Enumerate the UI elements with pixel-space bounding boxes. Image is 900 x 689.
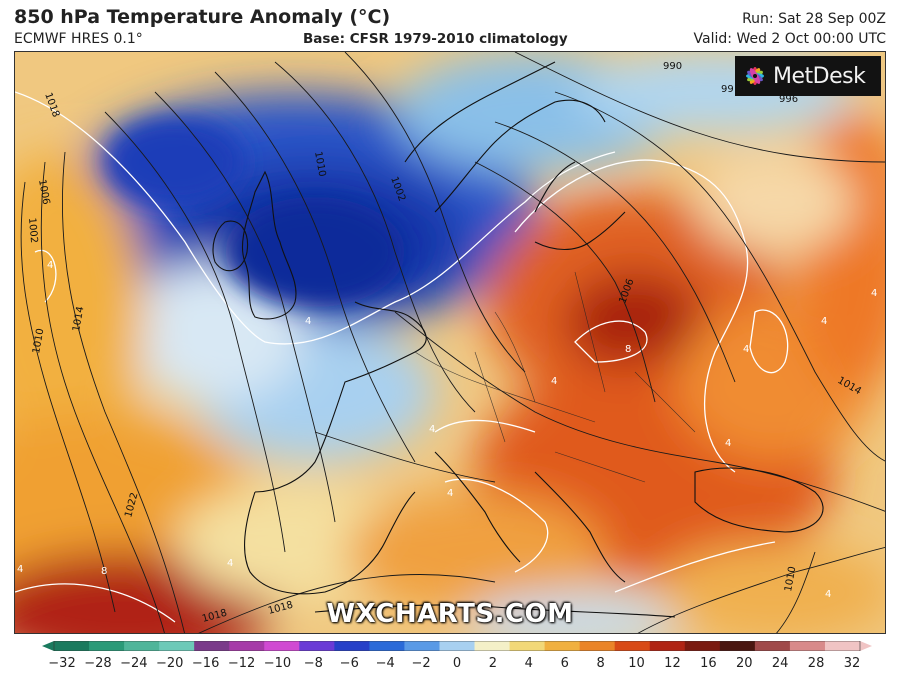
colorbar-tick-label: −32: [48, 656, 76, 671]
colorbar-tick-label: −2: [411, 656, 431, 671]
colorbar-tick-label: 20: [735, 656, 753, 671]
colorbar-cell: [509, 641, 546, 651]
isobar-label: 1002: [26, 217, 39, 243]
coastlines: [212, 61, 824, 618]
isobar-label: 1010: [31, 328, 46, 355]
anomaly-label: 4: [871, 288, 877, 299]
colorbar-cell: [124, 641, 160, 651]
run-time: Run: Sat 28 Sep 00Z: [742, 11, 886, 27]
colorbar-cell: [299, 641, 335, 651]
anomaly-label: 8: [625, 344, 631, 355]
isobar-label: 1006: [36, 179, 51, 206]
anomaly-label: 4: [825, 589, 831, 600]
anomaly-map[interactable]: 1018 1006 1002 1010 1014 1010 1022 1010 …: [14, 51, 886, 634]
colorbar-cell: [264, 641, 300, 651]
isobar-label: 990: [663, 61, 682, 72]
colorbar-cell: [824, 641, 861, 651]
colorbar-tick-label: 28: [807, 656, 825, 671]
colorbar: [42, 641, 872, 651]
colorbar-cell: [404, 641, 440, 651]
colorbar-cell: [474, 641, 511, 651]
base-climatology: Base: CFSR 1979-2010 climatology: [303, 31, 568, 47]
metdesk-logo-icon: [746, 67, 764, 85]
anomaly-label: 4: [429, 424, 435, 435]
colorbar-cell: [159, 641, 195, 651]
isobar-label: 1010: [312, 151, 327, 178]
colorbar-tick-label: −28: [84, 656, 112, 671]
anomaly-label: 4: [821, 316, 827, 327]
colorbar-outline: [53, 641, 861, 651]
colorbar-tick-label: −10: [263, 656, 292, 671]
colorbar-tick-label: 2: [488, 656, 498, 671]
borders: [414, 271, 696, 483]
colorbar-cell: [334, 641, 370, 651]
map-canvas: 1018 1006 1002 1010 1014 1010 1022 1010 …: [15, 52, 885, 633]
valid-time: Valid: Wed 2 Oct 00:00 UTC: [693, 31, 886, 47]
colorbar-cell: [579, 641, 616, 651]
colorbar-cell: [229, 641, 265, 651]
colorbar-cell: [789, 641, 826, 651]
colorbar-tick-label: −12: [227, 656, 256, 671]
colorbar-tick-label: −24: [120, 656, 148, 671]
colorbar-cell: [649, 641, 686, 651]
colorbar-tick-label: 10: [628, 656, 645, 671]
anomaly-labels: 4 4 8 4 4 4 4 4 4 4 4 4 4 4 8: [17, 260, 877, 600]
anomaly-label: 4: [227, 558, 233, 569]
anomaly-contours: [15, 91, 789, 623]
anomaly-label: 4: [17, 564, 23, 575]
colorbar-tick-label: 8: [596, 656, 605, 671]
colorbar-right-arrow: [860, 641, 872, 651]
isobar-label: 99: [721, 84, 734, 95]
metdesk-logo: MetDesk: [735, 56, 881, 96]
colorbar-cell: [439, 641, 476, 651]
colorbar-tick-label: −8: [303, 656, 323, 671]
colorbar-cell: [54, 641, 90, 651]
anomaly-label: 4: [447, 488, 453, 499]
colorbar-tick-label: 12: [664, 656, 681, 671]
colorbar-left-arrow: [42, 641, 54, 651]
colorbar-cell: [754, 641, 791, 651]
colorbar-cell: [544, 641, 581, 651]
model-label: ECMWF HRES 0.1°: [14, 31, 143, 47]
colorbar-tick-label: 16: [700, 656, 717, 671]
anomaly-label: 8: [101, 566, 107, 577]
colorbar-tick-label: −16: [191, 656, 220, 671]
isobar-label: 996: [779, 94, 798, 105]
colorbar-tick-label: −4: [375, 656, 395, 671]
isobars: [20, 52, 885, 633]
isobar-label: 1014: [71, 306, 86, 333]
colorbar-tick-label: 32: [843, 656, 861, 671]
colorbar-tick-label: 24: [771, 656, 789, 671]
anomaly-label: 4: [305, 316, 311, 327]
colorbar-cell: [614, 641, 651, 651]
colorbar-cell: [369, 641, 405, 651]
colorbar-tick-label: −20: [156, 656, 184, 671]
colorbar-tick-label: 6: [560, 656, 569, 671]
colorbar-cell: [194, 641, 230, 651]
colorbar-cell: [684, 641, 721, 651]
colorbar-ticks: −32 −28 −24 −20 −16 −12 −10 −8 −6 −4 −2 0 2 4 6 8 10 12 16…: [42, 656, 872, 676]
colorbar-cell: [719, 641, 756, 651]
anomaly-label: 4: [47, 260, 53, 271]
colorbar-tick-label: −6: [339, 656, 359, 671]
title: 850 hPa Temperature Anomaly (°C): [14, 6, 391, 28]
colorbar-tick-label: 4: [524, 656, 533, 671]
anomaly-label: 4: [551, 376, 557, 387]
anomaly-label: 4: [725, 438, 731, 449]
anomaly-label: 4: [743, 344, 749, 355]
colorbar-tick-label: 0: [452, 656, 462, 671]
wxcharts-watermark: WXCHARTS.COM: [326, 599, 574, 629]
isobar-label: 1010: [783, 566, 798, 593]
metdesk-logo-text: MetDesk: [773, 63, 866, 89]
colorbar-cell: [89, 641, 125, 651]
